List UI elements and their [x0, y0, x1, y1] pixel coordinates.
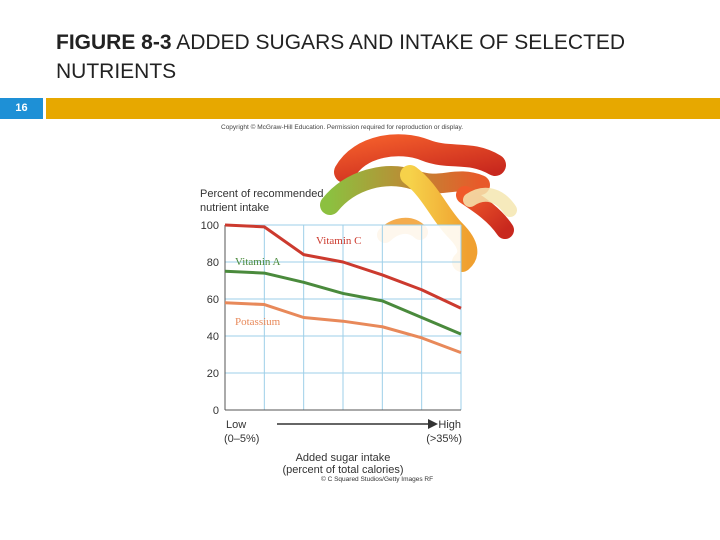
- x-axis-title-line1: Added sugar intake: [296, 452, 391, 464]
- y-tick-labels: 0 20 40 60 80 100: [201, 220, 219, 417]
- series-line-potassium: [224, 301, 462, 355]
- figure-number: FIGURE 8-3: [56, 31, 172, 54]
- x-high-range: (>35%): [426, 433, 462, 445]
- series-label-potassium: Potassium: [235, 316, 281, 328]
- series-label-vitamin-c: Vitamin C: [316, 235, 361, 247]
- x-axis-title-line2: (percent of total calories): [282, 464, 403, 476]
- y-tick-label: 60: [207, 294, 219, 306]
- photo-credit: © C Squared Studios/Getty Images RF: [321, 476, 434, 483]
- x-high-label: High: [438, 419, 461, 431]
- y-tick-label: 100: [201, 220, 219, 232]
- slide-title: FIGURE 8-3 ADDED SUGARS AND INTAKE OF SE…: [56, 28, 676, 86]
- arrow-head-icon: [428, 419, 438, 429]
- y-tick-label: 0: [213, 405, 219, 417]
- figure-caption: ADDED SUGARS AND INTAKE OF SELECTED NUTR…: [56, 31, 626, 83]
- series-line-vitamin-c: [224, 223, 462, 310]
- series-label-vitamin-a: Vitamin A: [235, 256, 281, 268]
- y-tick-label: 80: [207, 257, 219, 269]
- copyright-notice: Copyright © McGraw-Hill Education. Permi…: [221, 124, 464, 131]
- series-lines: [224, 223, 462, 355]
- slide-number: 16: [0, 98, 43, 119]
- y-tick-label: 20: [207, 368, 219, 380]
- accent-bar: [46, 98, 720, 119]
- x-low-label: Low: [226, 419, 246, 431]
- series-line-vitamin-a: [224, 269, 462, 336]
- x-low-range: (0–5%): [224, 433, 259, 445]
- y-axis-title-line1: Percent of recommended: [200, 188, 324, 200]
- y-axis-title-line2: nutrient intake: [200, 202, 269, 214]
- y-tick-label: 40: [207, 331, 219, 343]
